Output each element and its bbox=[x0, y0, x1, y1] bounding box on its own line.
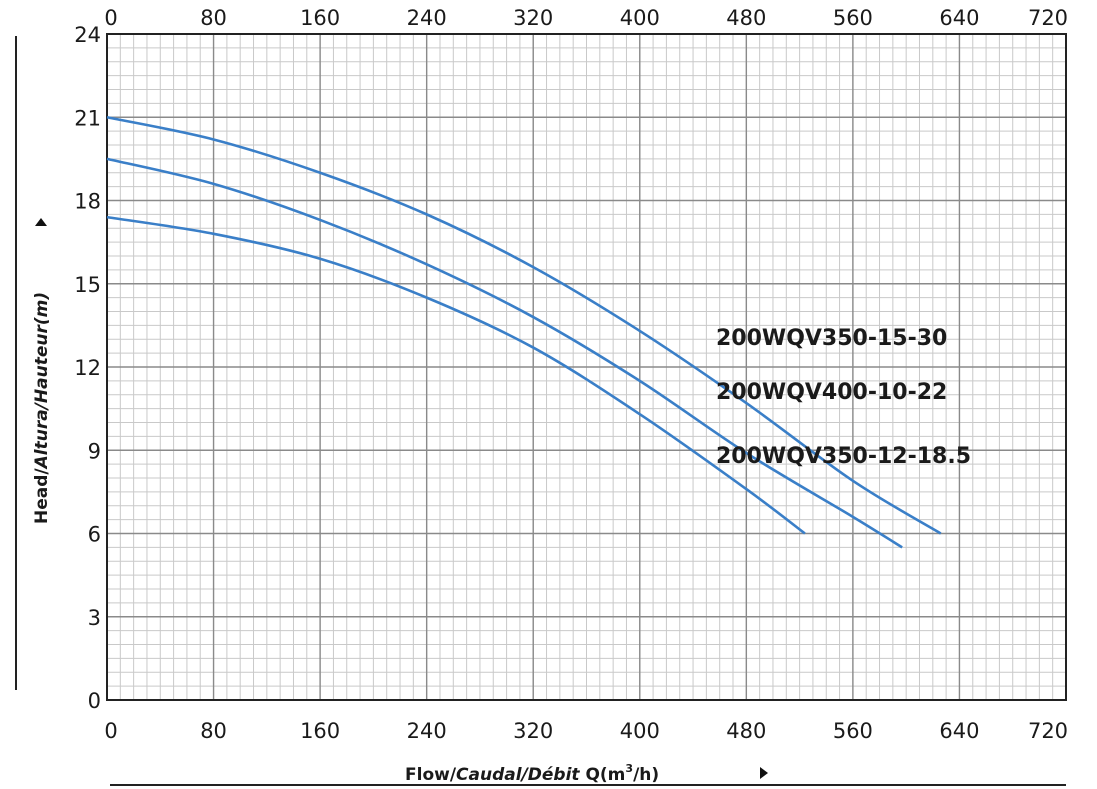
y-tick-label: 21 bbox=[74, 106, 101, 130]
top-x-tick-label: 80 bbox=[200, 6, 227, 30]
x-tick-label: 720 bbox=[1028, 719, 1068, 743]
y-axis-title: Head/Altura/Hauteur(m) bbox=[32, 292, 52, 524]
y-tick-label: 3 bbox=[88, 606, 101, 630]
x-tick-label: 480 bbox=[726, 719, 766, 743]
top-x-tick-label: 480 bbox=[726, 6, 766, 30]
top-x-tick-label: 240 bbox=[407, 6, 447, 30]
y-tick-label: 15 bbox=[74, 273, 101, 297]
y-tick-labels: 0 3 6 9 12 15 18 21 24 bbox=[74, 23, 101, 713]
plot-frame bbox=[106, 33, 1067, 701]
x-tick-label: 80 bbox=[200, 719, 227, 743]
top-x-tick-label: 640 bbox=[939, 6, 979, 30]
y-tick-label: 24 bbox=[74, 23, 101, 47]
x-axis-arrow-icon bbox=[760, 767, 768, 779]
top-x-tick-label: 160 bbox=[300, 6, 340, 30]
x-tick-label: 160 bbox=[300, 719, 340, 743]
series-label: 200WQV350-15-30 bbox=[716, 326, 947, 351]
y-tick-label: 18 bbox=[74, 190, 101, 214]
y-tick-label: 0 bbox=[88, 689, 101, 713]
top-x-tick-label: 320 bbox=[513, 6, 553, 30]
series-labels: 200WQV350-15-30 200WQV400-10-22 200WQV350-… bbox=[716, 326, 971, 469]
x-tick-label: 240 bbox=[407, 719, 447, 743]
bottom-x-tick-labels: 0 80 160 240 320 400 480 560 640 720 bbox=[104, 719, 1068, 743]
y-tick-label: 9 bbox=[88, 439, 101, 463]
pump-curves bbox=[106, 115, 942, 549]
top-x-tick-label: 720 bbox=[1028, 6, 1068, 30]
top-x-tick-labels: 0 80 160 240 320 400 480 560 640 720 bbox=[104, 6, 1068, 30]
series-line bbox=[106, 115, 942, 535]
y-tick-label: 12 bbox=[74, 356, 101, 380]
series-label: 200WQV400-10-22 bbox=[716, 380, 947, 405]
series-line bbox=[106, 215, 806, 535]
top-x-tick-label: 0 bbox=[104, 6, 117, 30]
top-x-tick-label: 560 bbox=[833, 6, 873, 30]
series-label: 200WQV350-12-18.5 bbox=[716, 444, 971, 469]
x-tick-label: 400 bbox=[620, 719, 660, 743]
series-line bbox=[106, 157, 903, 549]
x-tick-label: 320 bbox=[513, 719, 553, 743]
x-tick-label: 0 bbox=[104, 719, 117, 743]
x-axis-title: Flow/Caudal/Débit Q(m3/h) bbox=[405, 762, 659, 785]
y-tick-label: 6 bbox=[88, 523, 101, 547]
x-tick-label: 560 bbox=[833, 719, 873, 743]
y-axis-arrow-icon bbox=[35, 218, 47, 226]
x-tick-label: 640 bbox=[939, 719, 979, 743]
top-x-tick-label: 400 bbox=[620, 6, 660, 30]
